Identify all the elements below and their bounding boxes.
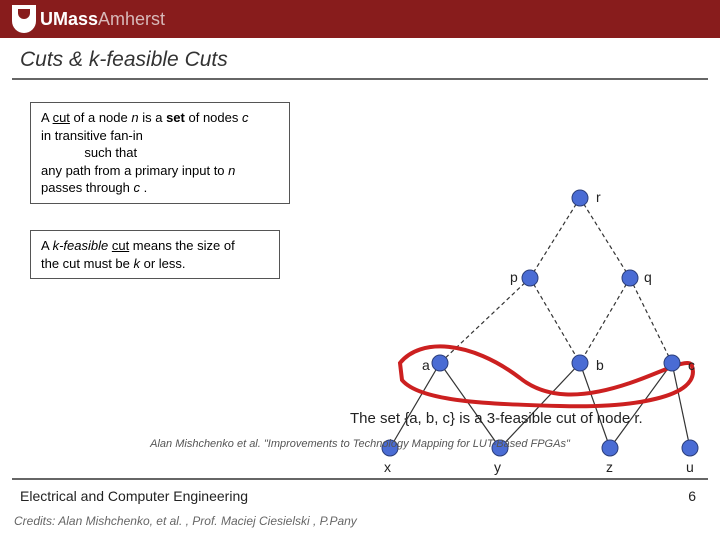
node-label-u: u xyxy=(686,459,694,475)
def2-line1: A k-feasible cut means the size of xyxy=(41,237,269,255)
edge-q-c xyxy=(630,278,672,363)
edge-r-p xyxy=(530,198,580,278)
node-label-y: y xyxy=(494,459,501,475)
content-area: A cut of a node n is a set of nodes c in… xyxy=(0,80,720,460)
cut-oval xyxy=(400,346,693,406)
footer-row: Electrical and Computer Engineering 6 xyxy=(20,488,696,504)
edge-p-a xyxy=(440,278,530,363)
definition-k-feasible: A k-feasible cut means the size of the c… xyxy=(30,230,280,279)
page-number: 6 xyxy=(688,488,696,504)
node-label-a: a xyxy=(422,357,430,373)
node-label-r: r xyxy=(596,189,601,205)
brand-text: UMass Amherst xyxy=(40,9,165,30)
node-label-p: p xyxy=(510,269,518,285)
node-a xyxy=(432,355,448,371)
slide-title: Cuts & k-feasible Cuts xyxy=(0,38,720,78)
edge-r-q xyxy=(580,198,630,278)
citation-line: Alan Mishchenko et al. "Improvements to … xyxy=(0,438,720,450)
edge-a-y xyxy=(440,363,500,448)
node-label-b: b xyxy=(596,357,604,373)
edge-p-b xyxy=(530,278,580,363)
def1-line5: passes through c . xyxy=(41,179,279,197)
node-p xyxy=(522,270,538,286)
cut-diagram: r p q a b c x y z u xyxy=(330,178,710,478)
footer-rule xyxy=(12,478,708,480)
def1-line4: any path from a primary input to n xyxy=(41,162,279,180)
logo-shield-icon xyxy=(12,5,36,33)
def1-line2: in transitive fan-in xyxy=(41,127,279,145)
definition-cut: A cut of a node n is a set of nodes c in… xyxy=(30,102,290,204)
brand-light: Amherst xyxy=(98,9,165,30)
def1-line1: A cut of a node n is a set of nodes c xyxy=(41,109,279,127)
node-label-z: z xyxy=(606,459,613,475)
node-r xyxy=(572,190,588,206)
node-b xyxy=(572,355,588,371)
diagram-caption: The set {a, b, c} is a 3-feasible cut of… xyxy=(350,410,643,427)
footer-left: Electrical and Computer Engineering xyxy=(20,488,248,504)
node-c xyxy=(664,355,680,371)
brand-header: UMass Amherst xyxy=(0,0,720,38)
node-label-q: q xyxy=(644,269,652,285)
edge-a-x xyxy=(390,363,440,448)
node-q xyxy=(622,270,638,286)
edge-c-u xyxy=(672,363,690,448)
edge-q-b xyxy=(580,278,630,363)
def2-line2: the cut must be k or less. xyxy=(41,255,269,273)
node-label-x: x xyxy=(384,459,391,475)
brand-strong: UMass xyxy=(40,9,98,30)
credits-line: Credits: Alan Mishchenko, et al. , Prof.… xyxy=(14,514,357,528)
def1-line3: such that xyxy=(41,144,279,162)
node-label-c: c xyxy=(688,357,695,373)
